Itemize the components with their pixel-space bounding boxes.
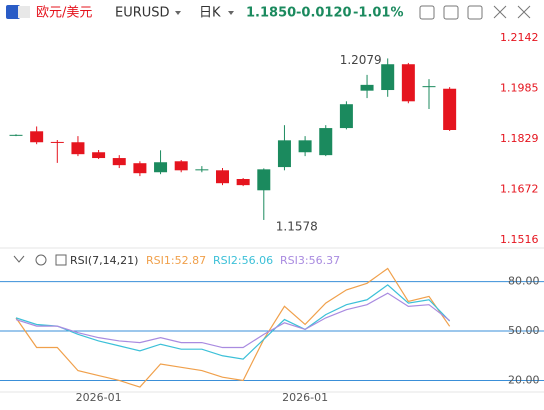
y-tick-label: 50.00 [508, 324, 540, 337]
y-tick-label: 80.00 [508, 275, 540, 288]
period[interactable]: 日K [199, 6, 221, 21]
tool-icon[interactable] [517, 5, 531, 19]
candle-body [298, 140, 312, 153]
candle-body [50, 141, 64, 143]
candle-body [339, 104, 353, 129]
y-tick-label: 1.1516 [500, 233, 539, 246]
y-tick-label: 20.00 [508, 373, 540, 386]
candle-body [195, 169, 209, 171]
candle-body [112, 158, 126, 166]
y-tick-label: 1.1829 [500, 132, 539, 145]
rsi-line [15, 284, 451, 360]
add-icon[interactable] [55, 254, 67, 266]
tool-icon[interactable] [493, 5, 507, 19]
y-tick-label: 1.2142 [500, 31, 539, 44]
tool-icon[interactable] [419, 5, 435, 20]
legend-entry: RSI1:52.87 [146, 254, 206, 267]
tool-icon[interactable] [467, 5, 483, 20]
min-label: 1.1578 [276, 219, 318, 233]
candle-body [257, 169, 271, 191]
candle-body [422, 86, 436, 88]
max-label: 1.2079 [340, 53, 382, 67]
candle-body [360, 84, 374, 91]
rsi-line [15, 292, 451, 349]
rsi-title: RSI(7,14,21) [70, 254, 138, 267]
x-tick-label: 2026-01 [76, 391, 122, 404]
candle-body [216, 170, 229, 184]
symbol[interactable]: EURUSD [115, 6, 170, 21]
candle-body [9, 134, 23, 136]
candle-body [381, 64, 395, 91]
candle-body [30, 131, 44, 143]
change-pct: -1.01% [353, 6, 404, 21]
x-tick-label: 2026-01 [282, 391, 328, 404]
toolbar [419, 5, 531, 20]
y-tick-label: 1.1672 [500, 183, 539, 196]
pair-name[interactable]: 欧元/美元 [36, 6, 92, 21]
candle-body [174, 161, 188, 171]
candle-body [133, 163, 147, 174]
candle-body [401, 64, 415, 102]
candle-body [154, 162, 168, 173]
rsi-line [15, 267, 451, 388]
dropdown-arrow[interactable] [175, 11, 181, 15]
collapse-icon[interactable] [13, 255, 25, 263]
candle-body [71, 142, 85, 155]
candle-body [319, 128, 333, 156]
flag-icon-2 [18, 6, 30, 18]
settings-icon[interactable] [35, 254, 47, 266]
y-tick-label: 1.1985 [500, 82, 539, 95]
candle-body [236, 179, 250, 186]
candle-body [443, 88, 457, 131]
tool-icon[interactable] [443, 5, 459, 20]
legend-entry: RSI3:56.37 [280, 254, 340, 267]
candle-body [277, 140, 291, 168]
candle-body [92, 152, 106, 159]
flag-icon [6, 5, 20, 19]
price: 1.1850 [246, 6, 296, 21]
dropdown-arrow[interactable] [228, 11, 234, 15]
change: -0.0120 [296, 6, 352, 21]
legend-entry: RSI2:56.06 [213, 254, 273, 267]
